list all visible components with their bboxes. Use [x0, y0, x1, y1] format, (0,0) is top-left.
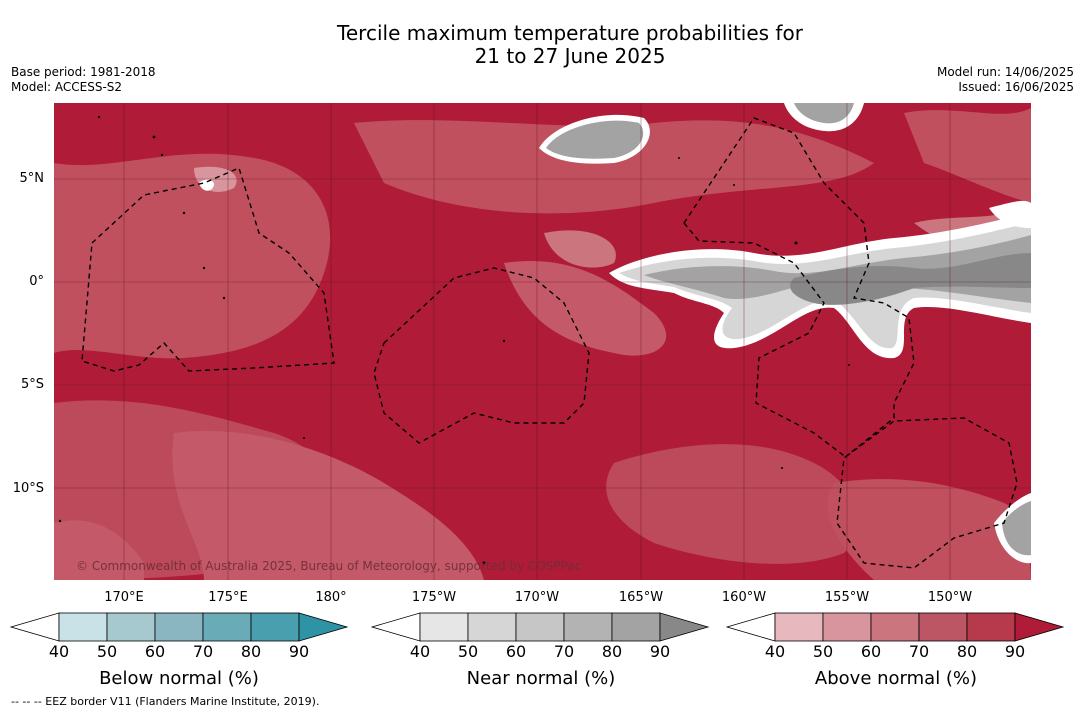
eez-footnote: -- -- -- EEZ border V11 (Flanders Marine…	[11, 695, 320, 708]
lon-label-150w: 150°W	[927, 590, 973, 605]
meta-right: Model run: 14/06/2025 Issued: 16/06/2025	[937, 65, 1074, 95]
tick-above-90: 90	[1004, 642, 1026, 661]
lon-label-160w: 160°W	[721, 590, 767, 605]
colorbar-extend-low	[371, 612, 421, 642]
tick-near-40: 40	[409, 642, 431, 661]
islands	[58, 115, 850, 565]
model-name: Model: ACCESS-S2	[11, 80, 123, 94]
colorbar-segment	[870, 612, 920, 642]
tick-near-80: 80	[601, 642, 623, 661]
graticule	[54, 103, 1031, 580]
tick-above-40: 40	[764, 642, 786, 661]
tick-above-80: 80	[956, 642, 978, 661]
lon-label-175w: 175°W	[411, 590, 457, 605]
colorbar-above-normal	[726, 612, 1065, 642]
colorbar-segment	[467, 612, 517, 642]
meta-left: Base period: 1981-2018 Model: ACCESS-S2	[11, 65, 156, 95]
colorbar-segment	[611, 612, 661, 642]
issued-date: Issued: 16/06/2025	[958, 80, 1074, 94]
colorbar-segment	[563, 612, 613, 642]
colorbar-segment	[202, 612, 252, 642]
colorbar-extend-high	[1014, 612, 1065, 642]
title-line-1: Tercile maximum temperature probabilitie…	[337, 21, 803, 45]
lon-label-165w: 165°W	[618, 590, 664, 605]
colorbar-label-above: Above normal (%)	[814, 668, 978, 689]
tick-near-70: 70	[553, 642, 575, 661]
colorbar-segment	[774, 612, 824, 642]
tick-above-60: 60	[860, 642, 882, 661]
tick-below-70: 70	[192, 642, 214, 661]
colorbar-extend-high	[298, 612, 349, 642]
tick-above-50: 50	[812, 642, 834, 661]
map-svg	[54, 103, 1031, 580]
colorbar-extend-high	[659, 612, 710, 642]
colorbar-segment	[250, 612, 300, 642]
tick-above-70: 70	[908, 642, 930, 661]
base-period: Base period: 1981-2018	[11, 65, 156, 79]
tick-near-60: 60	[505, 642, 527, 661]
chart-title: Tercile maximum temperature probabilitie…	[0, 22, 1085, 68]
lon-label-180: 180°	[315, 590, 347, 605]
title-line-2: 21 to 27 June 2025	[474, 44, 666, 68]
tick-below-40: 40	[48, 642, 70, 661]
tick-below-80: 80	[240, 642, 262, 661]
tick-near-50: 50	[457, 642, 479, 661]
lat-label-5s: 5°S	[20, 377, 44, 392]
lon-label-170w: 170°W	[514, 590, 560, 605]
tick-near-90: 90	[649, 642, 671, 661]
tick-below-60: 60	[144, 642, 166, 661]
colorbar-label-near: Near normal (%)	[466, 668, 616, 689]
colorbar-segment	[106, 612, 156, 642]
colorbar-near-normal	[371, 612, 710, 642]
colorbar-segment	[515, 612, 565, 642]
copyright-text: © Commonwealth of Australia 2025, Bureau…	[76, 559, 582, 573]
eez-borders	[81, 117, 1018, 569]
colorbar-segment	[419, 612, 469, 642]
colorbar-label-below: Below normal (%)	[99, 668, 259, 689]
colorbar-below-normal	[10, 612, 349, 642]
colorbar-segment	[918, 612, 968, 642]
lat-label-5n: 5°N	[19, 171, 45, 186]
lat-label-0: 0°	[29, 274, 44, 289]
tick-below-90: 90	[288, 642, 310, 661]
colorbar-segment	[154, 612, 204, 642]
colorbar-segment	[58, 612, 108, 642]
colorbar-extend-low	[726, 612, 776, 642]
tick-below-50: 50	[96, 642, 118, 661]
near-normal-zones	[199, 103, 1031, 564]
colorbar-segment	[822, 612, 872, 642]
colorbar-segment	[966, 612, 1016, 642]
probability-map	[54, 103, 1031, 580]
lon-label-170e: 170°E	[104, 590, 144, 605]
lat-label-10s: 10°S	[12, 481, 44, 496]
colorbar-extend-low	[10, 612, 60, 642]
lon-label-175e: 175°E	[208, 590, 248, 605]
model-run: Model run: 14/06/2025	[936, 65, 1074, 79]
lon-label-155w: 155°W	[824, 590, 870, 605]
